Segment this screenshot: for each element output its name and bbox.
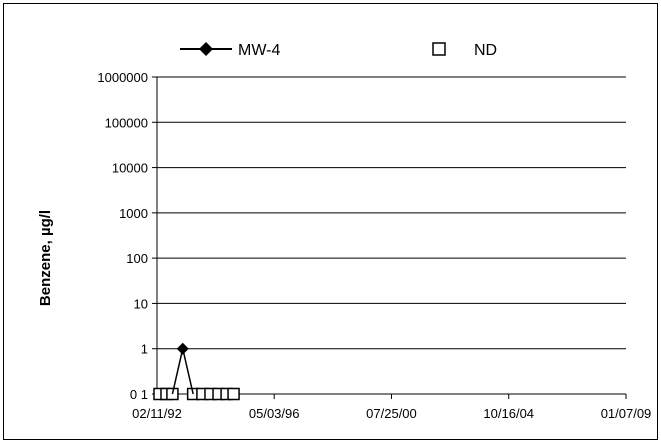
- gridlines: [157, 76, 626, 350]
- x-tick-label: 02/11/92: [132, 406, 182, 421]
- legend-nd-label: ND: [474, 42, 497, 59]
- nd-marker: [227, 387, 240, 401]
- y-tick-label: 1000000: [97, 70, 148, 85]
- x-tick-label: 10/16/04: [483, 406, 534, 421]
- legend-mw4-label: MW-4: [238, 42, 280, 59]
- mw4-marker: [176, 342, 189, 355]
- legend: MW-4 ND: [180, 42, 497, 59]
- y-tick-label: 1000: [119, 206, 148, 221]
- x-tick-label: 05/03/96: [249, 406, 300, 421]
- y-tick-label: 100: [126, 251, 148, 266]
- y-tick-label: 0 1: [130, 387, 148, 402]
- x-tick-label: 07/25/00: [366, 406, 417, 421]
- y-tick-label: 100000: [105, 115, 148, 130]
- mw4-line: [171, 348, 194, 395]
- x-tick-label: 01/07/09: [601, 406, 652, 421]
- x-tick-labels: 02/11/92 05/03/96 07/25/00 10/16/04 01/07/09: [132, 406, 651, 421]
- y-tick-label: 10000: [112, 161, 148, 176]
- y-tick-label: 1: [141, 342, 148, 357]
- y-tick-labels: 0 1 1 10 100 1000 10000 100000 1000000: [97, 70, 148, 402]
- data-series: [153, 342, 240, 401]
- axes: [152, 76, 627, 399]
- chart-border: [3, 3, 658, 440]
- legend-nd-marker: [432, 42, 446, 56]
- y-axis-title: Benzene, µg/l: [37, 210, 54, 306]
- legend-mw4-marker: [199, 42, 213, 56]
- y-tick-label: 10: [134, 296, 148, 311]
